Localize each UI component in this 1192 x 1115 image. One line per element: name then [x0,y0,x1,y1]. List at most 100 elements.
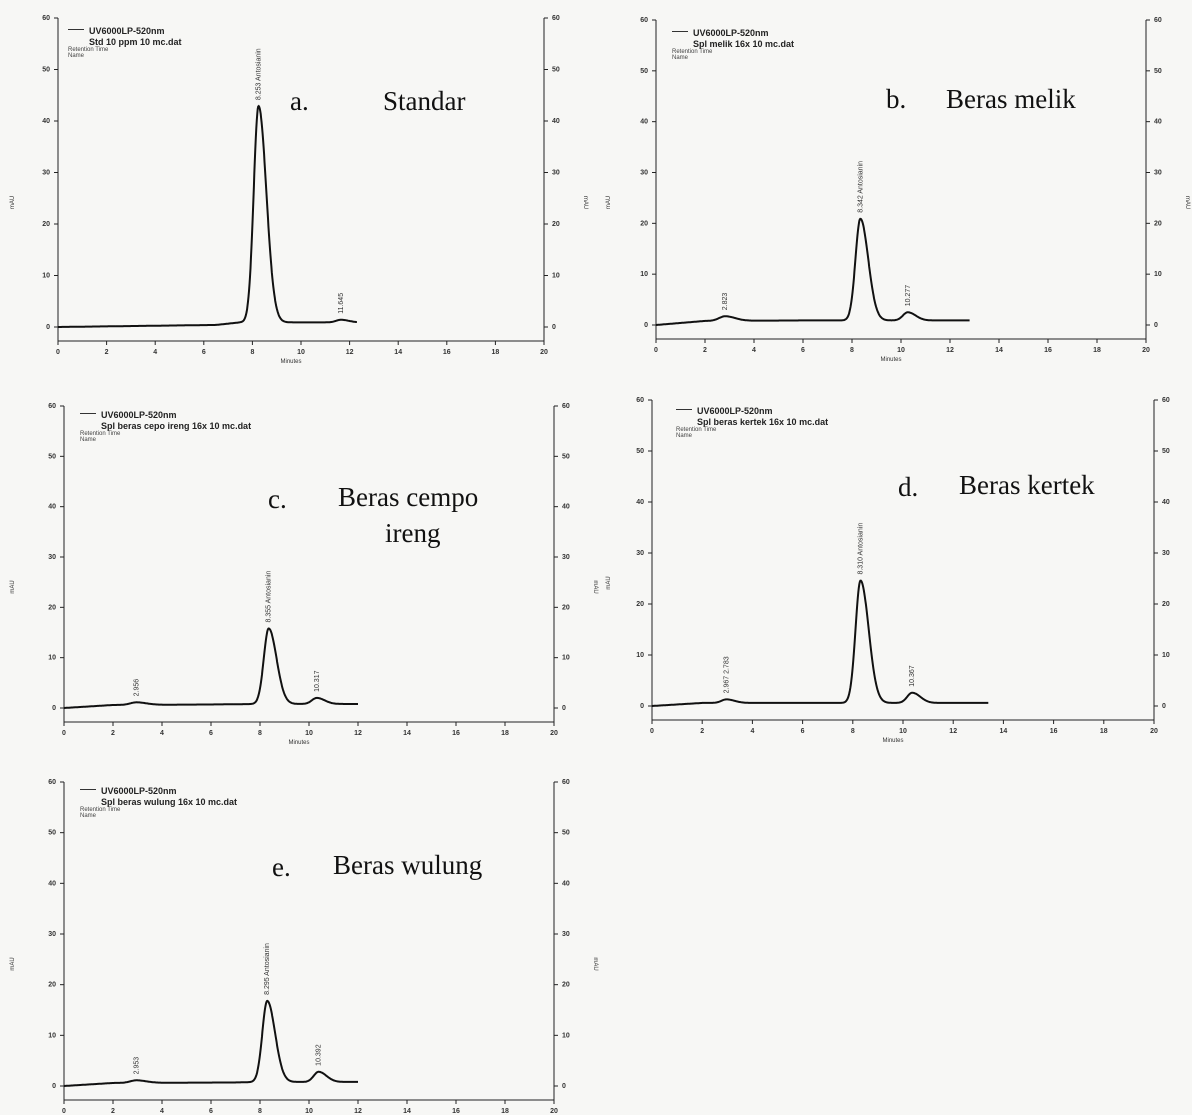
y-tick-label-left: 30 [640,170,648,177]
chromatogram-c-svg: 0 0 10 10 20 20 30 30 40 40 50 50 60 60 0 2 4 6 8 10 12 14 16 1… [10,403,598,746]
y-tick-label-right: 50 [1154,68,1162,75]
y-tick-label-right: 60 [1162,397,1170,404]
y-tick-label-left: 0 [52,705,56,712]
peak-label: 8.253 Antosianin [256,48,263,100]
peak-label: 8.355 Antosianin [266,571,273,623]
caption-letter-e: e. [272,852,291,882]
peak-label: 8.310 Antosianin [858,523,865,575]
x-tick-label: 6 [801,347,805,354]
legend-line-c [80,413,96,415]
y-tick-label-right: 0 [552,324,556,331]
y-tick-label-left: 0 [640,703,644,710]
chromatogram-trace [656,217,970,326]
x-tick-label: 18 [492,349,500,356]
peak-label: 2.823 [722,293,729,311]
legend-rt-a: Retention Time [68,47,109,53]
x-tick-label: 10 [305,730,313,737]
chromatogram-a-svg: 0 0 10 10 20 20 30 30 40 40 50 50 60 60 0 2 4 6 8 10 12 14 16 1… [10,15,588,365]
x-tick-label: 14 [394,349,402,356]
y-tick-label-left: 20 [48,604,56,611]
y-tick-label-right: 20 [1162,601,1170,608]
y-tick-label-left: 30 [48,931,56,938]
x-tick-label: 18 [1093,347,1101,354]
y-tick-label-left: 20 [42,221,50,228]
x-tick-label: 10 [897,347,905,354]
y-tick-label-right: 30 [1162,550,1170,557]
x-tick-label: 18 [501,1108,509,1115]
x-axis-label: Minutes [880,357,901,363]
x-tick-label: 6 [202,349,206,356]
y-axis-label-left: mAU [10,957,16,970]
legend-detector-a: UV6000LP-520nm [89,26,165,36]
y-tick-label-left: 40 [640,119,648,126]
y-tick-label-right: 50 [562,830,570,837]
y-tick-label-left: 10 [48,655,56,662]
y-axis-label-left: mAU [10,580,16,593]
chromatogram-panel-b: 0 0 10 10 20 20 30 30 40 40 50 50 60 60 0 2 4 6 8 10 12 14 16 1… [596,0,1192,380]
x-tick-label: 12 [949,728,957,735]
x-tick-label: 10 [305,1108,313,1115]
x-tick-label: 6 [209,730,213,737]
legend-name-a: Name [68,53,85,59]
y-tick-label-right: 40 [562,880,570,887]
y-tick-label-right: 20 [552,221,560,228]
legend-rt-d: Retention Time [676,427,717,433]
y-tick-label-left: 10 [636,652,644,659]
legend-detector-e: UV6000LP-520nm [101,786,177,796]
x-tick-label: 16 [1044,347,1052,354]
peak-label: 2.956 [133,679,140,697]
x-tick-label: 16 [452,1108,460,1115]
chromatogram-trace [64,627,358,709]
caption-text-d: Beras kertek [959,470,1095,500]
legend-d: UV6000LP-520nm Spl beras kertek 16x 10 m… [676,402,828,439]
caption-letter-c: c. [268,484,287,514]
legend-name-c: Name [80,437,97,443]
y-tick-label-left: 10 [640,271,648,278]
y-tick-label-left: 0 [52,1083,56,1090]
x-tick-label: 18 [501,730,509,737]
y-tick-label-left: 10 [48,1032,56,1039]
chromatogram-trace [652,579,989,707]
y-tick-label-right: 40 [562,504,570,511]
y-tick-label-right: 10 [1154,271,1162,278]
y-tick-label-right: 0 [562,705,566,712]
x-tick-label: 16 [452,730,460,737]
y-tick-label-left: 60 [640,17,648,24]
x-tick-label: 4 [160,1108,164,1115]
x-tick-label: 2 [111,730,115,737]
y-tick-label-right: 10 [552,273,560,280]
legend-detector-d: UV6000LP-520nm [697,406,773,416]
x-tick-label: 4 [750,728,754,735]
x-tick-label: 12 [946,347,954,354]
legend-b: UV6000LP-520nm Spl melik 16x 10 mc.dat R… [672,24,794,61]
chromatogram-trace [58,104,357,328]
y-tick-label-right: 30 [562,931,570,938]
y-axis-label-right: mAU [582,196,588,209]
y-tick-label-right: 20 [1154,220,1162,227]
y-tick-label-right: 60 [1154,17,1162,24]
y-tick-label-left: 60 [48,403,56,410]
peak-label: 11.645 [338,293,345,314]
y-tick-label-left: 40 [42,118,50,125]
y-tick-label-left: 50 [48,830,56,837]
y-tick-label-left: 50 [640,68,648,75]
chromatogram-panel-d: 0 0 10 10 20 20 30 30 40 40 50 50 60 60 0 2 4 6 8 10 12 14 16 1… [596,388,1192,758]
x-tick-label: 4 [160,730,164,737]
y-tick-label-left: 40 [48,504,56,511]
x-tick-label: 16 [1050,728,1058,735]
y-tick-label-right: 50 [1162,448,1170,455]
y-tick-label-right: 60 [562,403,570,410]
caption-text-e: Beras wulung [333,850,483,880]
y-tick-label-right: 10 [562,655,570,662]
chromatogram-panel-e: 0 0 10 10 20 20 30 30 40 40 50 50 60 60 0 2 4 6 8 10 12 14 16 1… [0,768,598,1115]
y-tick-label-right: 20 [562,982,570,989]
x-tick-label: 2 [700,728,704,735]
chromatogram-b-svg: 0 0 10 10 20 20 30 30 40 40 50 50 60 60 0 2 4 6 8 10 12 14 16 1… [606,17,1190,363]
legend-file-b: Spl melik 16x 10 mc.dat [693,39,795,49]
legend-line-a [68,29,84,31]
x-tick-label: 20 [550,730,558,737]
x-tick-label: 14 [403,1108,411,1115]
legend-line-b [672,31,688,33]
y-tick-label-left: 60 [42,15,50,22]
x-tick-label: 20 [1150,728,1158,735]
